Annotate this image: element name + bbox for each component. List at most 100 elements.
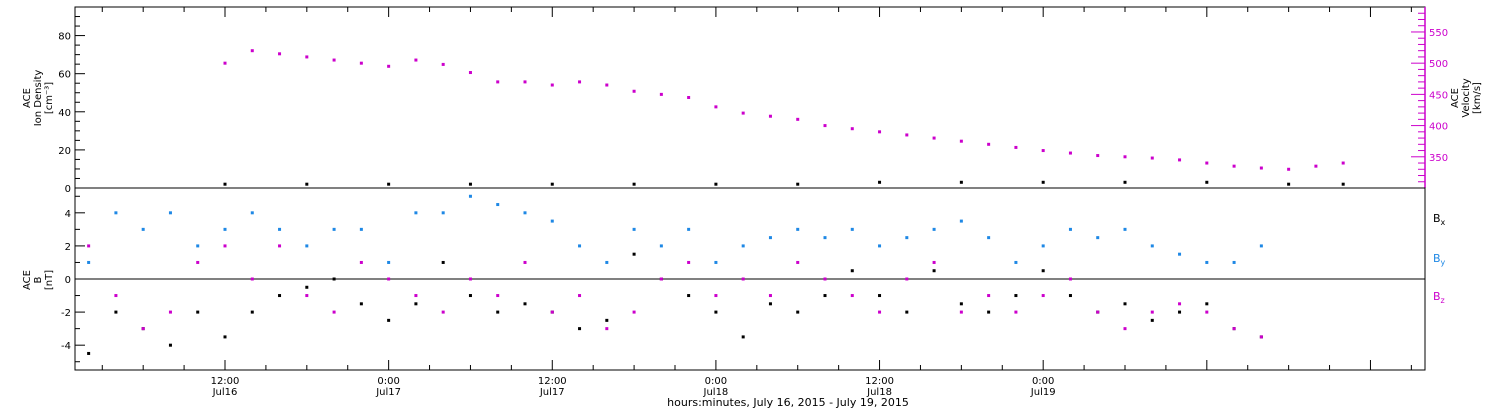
right-axis-title: ACEVelocity[km/s] [1450, 78, 1483, 117]
bx-point [196, 310, 200, 314]
bx-point [523, 302, 527, 306]
legend-bz: Bz [1433, 290, 1445, 305]
y-tick-label: 4 [65, 209, 71, 220]
by-point [468, 194, 472, 198]
bz-point [87, 244, 91, 248]
y-tick-label: 60 [58, 70, 71, 81]
bx-point [223, 335, 227, 339]
ion-density-point [1041, 180, 1045, 184]
by-point [605, 260, 609, 264]
y2-tick-label: 550 [1429, 28, 1448, 39]
velocity-point [632, 89, 636, 93]
y-tick-label: 0 [65, 275, 71, 286]
bx-point [87, 351, 91, 355]
by-point [823, 236, 827, 240]
velocity-point [987, 142, 991, 146]
x-tick-time-label: 12:00 [538, 376, 567, 387]
right-axis-title-line: Velocity [1461, 78, 1472, 117]
by-point [496, 203, 500, 207]
velocity-point [878, 130, 882, 134]
legend-subscript: x [1441, 218, 1446, 227]
by-point [196, 244, 200, 248]
bz-point [1123, 327, 1127, 331]
velocity-point [1150, 156, 1154, 160]
bz-point [305, 294, 309, 298]
legend-bx: Bx [1433, 212, 1446, 227]
bx-point [1123, 302, 1127, 306]
bx-point [850, 269, 854, 273]
velocity-point [1096, 154, 1100, 158]
by-point [250, 211, 254, 215]
x-tick-date-label: Jul17 [375, 387, 401, 398]
velocity-point [414, 58, 418, 62]
x-tick-time-label: 12:00 [211, 376, 240, 387]
by-point [850, 227, 854, 231]
by-point [141, 227, 145, 231]
left-axis-title-line: [cm⁻³] [44, 82, 55, 114]
bx-point [114, 310, 118, 314]
x-tick-date-label: Jul16 [212, 387, 238, 398]
bz-point [387, 277, 391, 281]
velocity-point [550, 83, 554, 87]
velocity-point [1205, 161, 1209, 165]
legend-subscript: y [1441, 258, 1446, 267]
legend-base: B [1433, 212, 1441, 225]
bz-point [223, 244, 227, 248]
x-tick-date-label: Jul17 [539, 387, 565, 398]
y-tick-label: 20 [58, 146, 71, 157]
velocity-point [1341, 161, 1345, 165]
by-point [905, 236, 909, 240]
legend-base: B [1433, 290, 1441, 303]
y-tick-label: 80 [58, 32, 71, 43]
bx-point [741, 335, 745, 339]
ion-density-point [305, 182, 309, 186]
bx-point [605, 318, 609, 322]
bz-point [1178, 302, 1182, 306]
bz-point [278, 244, 282, 248]
bz-point [1259, 335, 1263, 339]
y-tick-label: 0 [65, 184, 71, 195]
by-point [114, 211, 118, 215]
ion-density-point [1287, 182, 1291, 186]
x-axis-title: hours:minutes, July 16, 2015 - July 19, … [667, 396, 909, 409]
ion-density-point [1341, 182, 1345, 186]
time-axis: 12:00Jul160:00Jul1712:00Jul170:00Jul1812… [101, 7, 1412, 398]
y2-tick-label: 350 [1429, 153, 1448, 164]
velocity-point [687, 96, 691, 99]
bz-point [605, 327, 609, 331]
bz-point [741, 277, 745, 281]
velocity-series [223, 49, 1345, 171]
bx-point [359, 302, 363, 306]
velocity-point [223, 61, 227, 65]
bx-point [687, 294, 691, 298]
bx-point [823, 294, 827, 298]
y-tick-label: 40 [58, 108, 71, 119]
bx-point [414, 302, 418, 306]
bx-point [1014, 294, 1018, 298]
bx-point [878, 294, 882, 298]
bz-point [332, 310, 336, 314]
bx-point [768, 302, 772, 306]
bz-point [823, 277, 827, 281]
x-tick-date-label: Jul18 [703, 387, 729, 398]
x-tick-date-label: Jul18 [866, 387, 892, 398]
right-axis-title-line: [km/s] [1472, 82, 1483, 114]
bx-point [932, 269, 936, 273]
by-point [796, 227, 800, 231]
by-point [632, 227, 636, 231]
velocity-point [305, 55, 309, 59]
velocity-point [905, 133, 909, 137]
bx-point [959, 302, 963, 306]
x-tick-time-label: 0:00 [705, 376, 727, 387]
velocity-point [932, 136, 936, 140]
x-tick-time-label: 12:00 [865, 376, 894, 387]
by-point [932, 227, 936, 231]
y-tick-label: -4 [61, 341, 71, 352]
by-point [414, 211, 418, 215]
ion-density-point [1205, 180, 1209, 184]
by-point [1205, 260, 1209, 264]
ion-density-point [714, 182, 718, 186]
left-axis-title-line: Ion Density [33, 70, 44, 127]
